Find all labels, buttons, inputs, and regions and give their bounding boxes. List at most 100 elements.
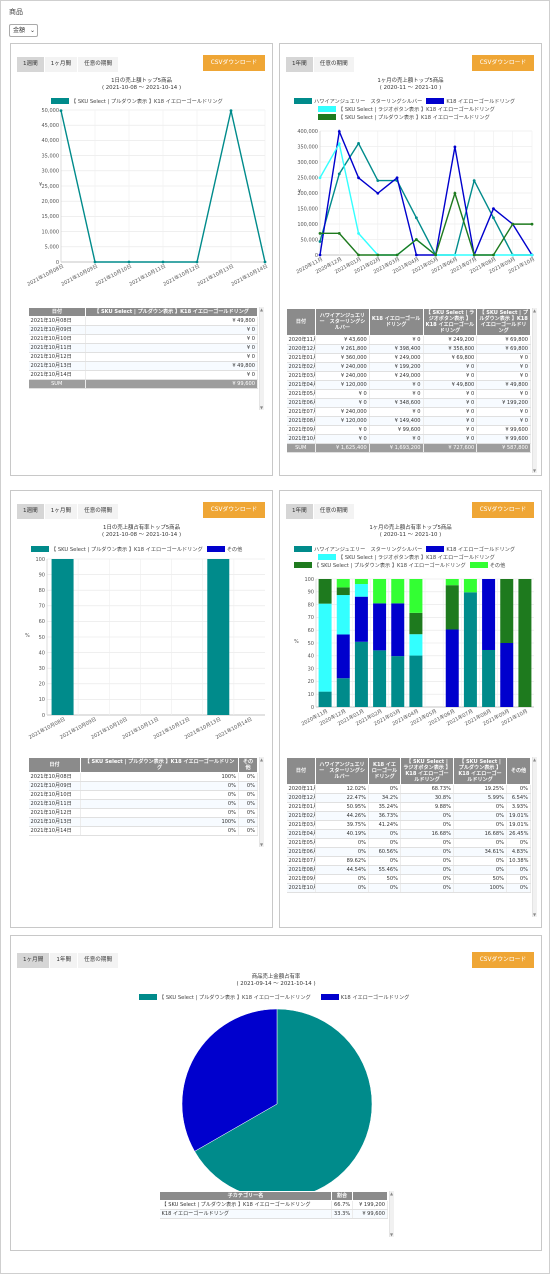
scrollbar[interactable] [259,307,264,410]
bar-segment [373,579,387,604]
legend-item[interactable]: 【 SKU Select | プルダウン表示 】K18 イエローゴールドリング [294,562,466,570]
table-row: 2021年10月12日 ¥ 0 [28,352,258,362]
tab-custom-period[interactable]: 任意の期間 [78,953,120,968]
legend-item[interactable]: その他 [206,546,242,554]
bar-segment [336,595,350,635]
table-cell: SUM [28,379,86,389]
scrollbar[interactable] [389,1191,394,1237]
table-cell: 2021年10月08日 [28,772,81,782]
legend-item[interactable]: その他 [469,562,505,570]
legend-item[interactable]: 【 SKU Select | プルダウン表示 】K18 イエローゴールドリング [51,98,223,106]
table-row: 2021年10月 ¥ 0 ¥ 0 ¥ 0 ¥ 99,600 [286,434,531,444]
legend-item[interactable]: K18 イエローゴールドリング [320,994,409,1002]
table-row: 2020年11月 12.02% 0% 68.73% 19.25% 0% [286,784,531,794]
bar-segment [409,579,423,613]
bar-segment [318,603,332,692]
legend-item[interactable]: 【 SKU Select | ラジオボタン表示 】K18 イエローゴールドリング [318,554,495,562]
table-cell: 40.19% [315,829,369,839]
tab-1week[interactable]: 1週間 [17,57,45,72]
data-point [229,109,233,113]
table-row: 2021年08月 ¥ 120,000 ¥ 149,400 ¥ 0 ¥ 0 [286,416,531,426]
chart-legend: 【 SKU Select | プルダウン表示 】K18 イエローゴールドリング K… [139,994,413,1002]
table-cell: ¥ 99,600 [476,434,531,444]
data-point [357,176,360,180]
data-point [357,142,360,145]
legend-item[interactable]: K18 イエローゴールドリング [426,546,515,554]
table-cell: ¥ 0 [423,407,478,417]
legend-swatch [294,98,312,104]
data-point [337,130,341,133]
table-cell: 35.24% [368,802,401,812]
data-point [263,260,267,264]
table-cell: 0% [238,799,258,809]
tab-custom-period[interactable]: 任意の期間 [78,57,120,72]
scrollbar[interactable] [532,757,537,917]
period-tabs: 1週間 1ヶ月間 任意の期間 [17,504,120,519]
tab-1week[interactable]: 1週間 [17,504,45,519]
legend-item[interactable]: 【 SKU Select | プルダウン表示 】K18 イエローゴールドリング [31,546,203,554]
y-tick-label: 50 [39,635,45,641]
y-tick-label: 60 [308,628,314,634]
table-cell: 2021年02月 [286,811,316,821]
tab-1month[interactable]: 1ヶ月間 [44,57,79,72]
tab-custom-period[interactable]: 任意の期間 [78,504,120,519]
tab-1year[interactable]: 1年間 [286,57,314,72]
table-body: 2020年11月 ¥ 43,600 ¥ 0 ¥ 249,200 ¥ 69,800 2020… [286,335,531,453]
table-cell: 0% [368,829,401,839]
bar-segment [336,678,350,707]
period-tabs: 1ヶ月間 1年間 任意の期間 [17,953,120,968]
table-cell: 2021年10月 [286,434,316,444]
table-cell: 2021年05月 [286,389,316,399]
table-cell: 33.3% [331,1209,353,1219]
tab-custom-period[interactable]: 任意の期間 [313,57,355,72]
bar-segment [391,656,405,707]
table-cell: 0% [400,856,454,866]
data-point [127,260,131,264]
csv-download-button[interactable]: CSVダウンロード [203,502,265,518]
table-cell: 2021年10月14日 [28,370,86,380]
table-cell: ¥ 240,000 [315,362,370,372]
table-cell: 0% [453,865,507,875]
series-line [320,190,532,257]
y-tick-label: 50 [308,641,314,647]
tab-1month[interactable]: 1ヶ月間 [44,504,79,519]
table-cell: 0% [400,874,454,884]
tab-1month[interactable]: 1ヶ月間 [17,953,51,968]
table-cell: 0% [368,856,401,866]
csv-download-button[interactable]: CSVダウンロード [472,952,534,968]
data-point [161,260,165,264]
tab-1year[interactable]: 1年間 [50,953,79,968]
table-cell: 66.7% [331,1200,353,1210]
chart-subtitle: ( 2020-11 ～ 2021-10 ) [379,532,442,538]
chart-subtitle: ( 2021-10-08 ～ 2021-10-14 ) [101,532,182,538]
csv-download-button[interactable]: CSVダウンロード [203,55,265,71]
table-cell: 5.99% [453,793,507,803]
table-cell: ¥ 49,800 [85,361,258,371]
metric-select[interactable]: 金額 ⌄ [9,24,38,37]
y-tick-label: 10 [39,697,45,703]
table-body: 2020年11月 12.02% 0% 68.73% 19.25% 0% 2020年12月 22… [286,784,531,893]
legend-item[interactable]: ハワイアンジュエリー スターリングシルバー [294,98,422,106]
legend-item[interactable]: 【 SKU Select | ラジオボタン表示 】K18 イエローゴールドリング [318,106,495,114]
table-cell: ¥ 1,693,200 [369,443,424,453]
csv-download-button[interactable]: CSVダウンロード [472,502,534,518]
csv-download-button[interactable]: CSVダウンロード [472,55,534,71]
table-row: 2021年10月08日 ¥ 49,800 [28,316,258,326]
table-header [352,1191,388,1201]
y-tick-label: 50,000 [42,108,60,114]
data-point [530,222,534,226]
legend-item[interactable]: 【 SKU Select | プルダウン表示 】K18 イエローゴールドリング [318,114,490,122]
tab-custom-period[interactable]: 任意の期間 [313,504,355,519]
table-cell: ¥ 99,600 [369,425,424,435]
tab-1year[interactable]: 1年間 [286,504,314,519]
legend-item[interactable]: K18 イエローゴールドリング [426,98,515,106]
scrollbar[interactable] [259,757,264,847]
scrollbar[interactable] [532,308,537,473]
table-cell: ¥ 0 [85,325,258,335]
legend-item[interactable]: 【 SKU Select | プルダウン表示 】K18 イエローゴールドリング [139,994,311,1002]
legend-item[interactable]: ハワイアンジュエリー スターリングシルバー [294,546,422,554]
table-cell: 55.46% [368,865,401,875]
y-tick-label: 40,000 [42,138,60,144]
table-cell: ¥ 149,400 [369,416,424,426]
legend-swatch [318,114,336,120]
